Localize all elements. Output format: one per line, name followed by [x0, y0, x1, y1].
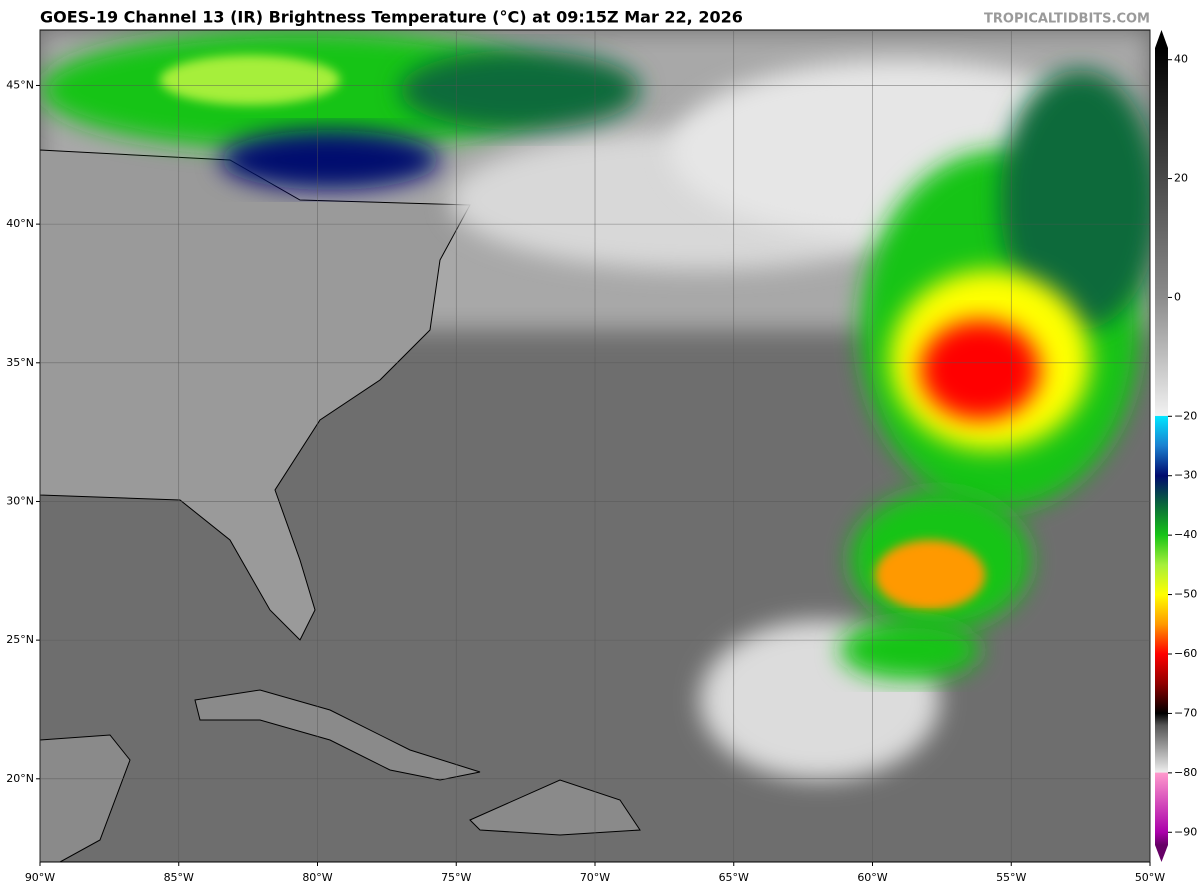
y-tick-label: 35°N — [6, 356, 34, 369]
colorbar-tick-label: 0 — [1174, 290, 1181, 303]
credit: TROPICALTIDBITS.COM — [984, 12, 1150, 27]
x-tick-label: 75°W — [441, 871, 471, 884]
x-tick-label: 80°W — [302, 871, 332, 884]
y-tick-label: 40°N — [6, 217, 34, 230]
y-tick-label: 20°N — [6, 772, 34, 785]
x-tick-label: 90°W — [25, 871, 55, 884]
colorbar — [1155, 48, 1168, 845]
x-tick-label: 85°W — [164, 871, 194, 884]
x-tick-label: 60°W — [857, 871, 887, 884]
x-tick-label: 50°W — [1135, 871, 1165, 884]
colorbar-tick-label: −30 — [1174, 469, 1197, 482]
colorbar-tick-label: −40 — [1174, 528, 1197, 541]
x-tick-label: 55°W — [996, 871, 1026, 884]
colorbar-tick-label: −90 — [1174, 825, 1197, 838]
colorbar-tick-label: −80 — [1174, 766, 1197, 779]
colorbar-tick-label: 20 — [1174, 172, 1188, 185]
colorbar-tick-label: −20 — [1174, 409, 1197, 422]
y-tick-label: 45°N — [6, 78, 34, 91]
x-tick-label: 70°W — [580, 871, 610, 884]
y-tick-label: 30°N — [6, 494, 34, 507]
imagery — [40, 30, 1150, 862]
colorbar-tick-label: 40 — [1174, 53, 1188, 66]
x-tick-label: 65°W — [719, 871, 749, 884]
colorbar-tick-label: −50 — [1174, 588, 1197, 601]
colorbar-tick-label: −60 — [1174, 647, 1197, 660]
map-title: GOES-19 Channel 13 (IR) Brightness Tempe… — [40, 8, 743, 27]
y-tick-label: 25°N — [6, 633, 34, 646]
colorbar-tick-label: −70 — [1174, 706, 1197, 719]
colorbar-extend-bottom — [1155, 845, 1168, 862]
colorbar-extend-top — [1155, 30, 1168, 48]
